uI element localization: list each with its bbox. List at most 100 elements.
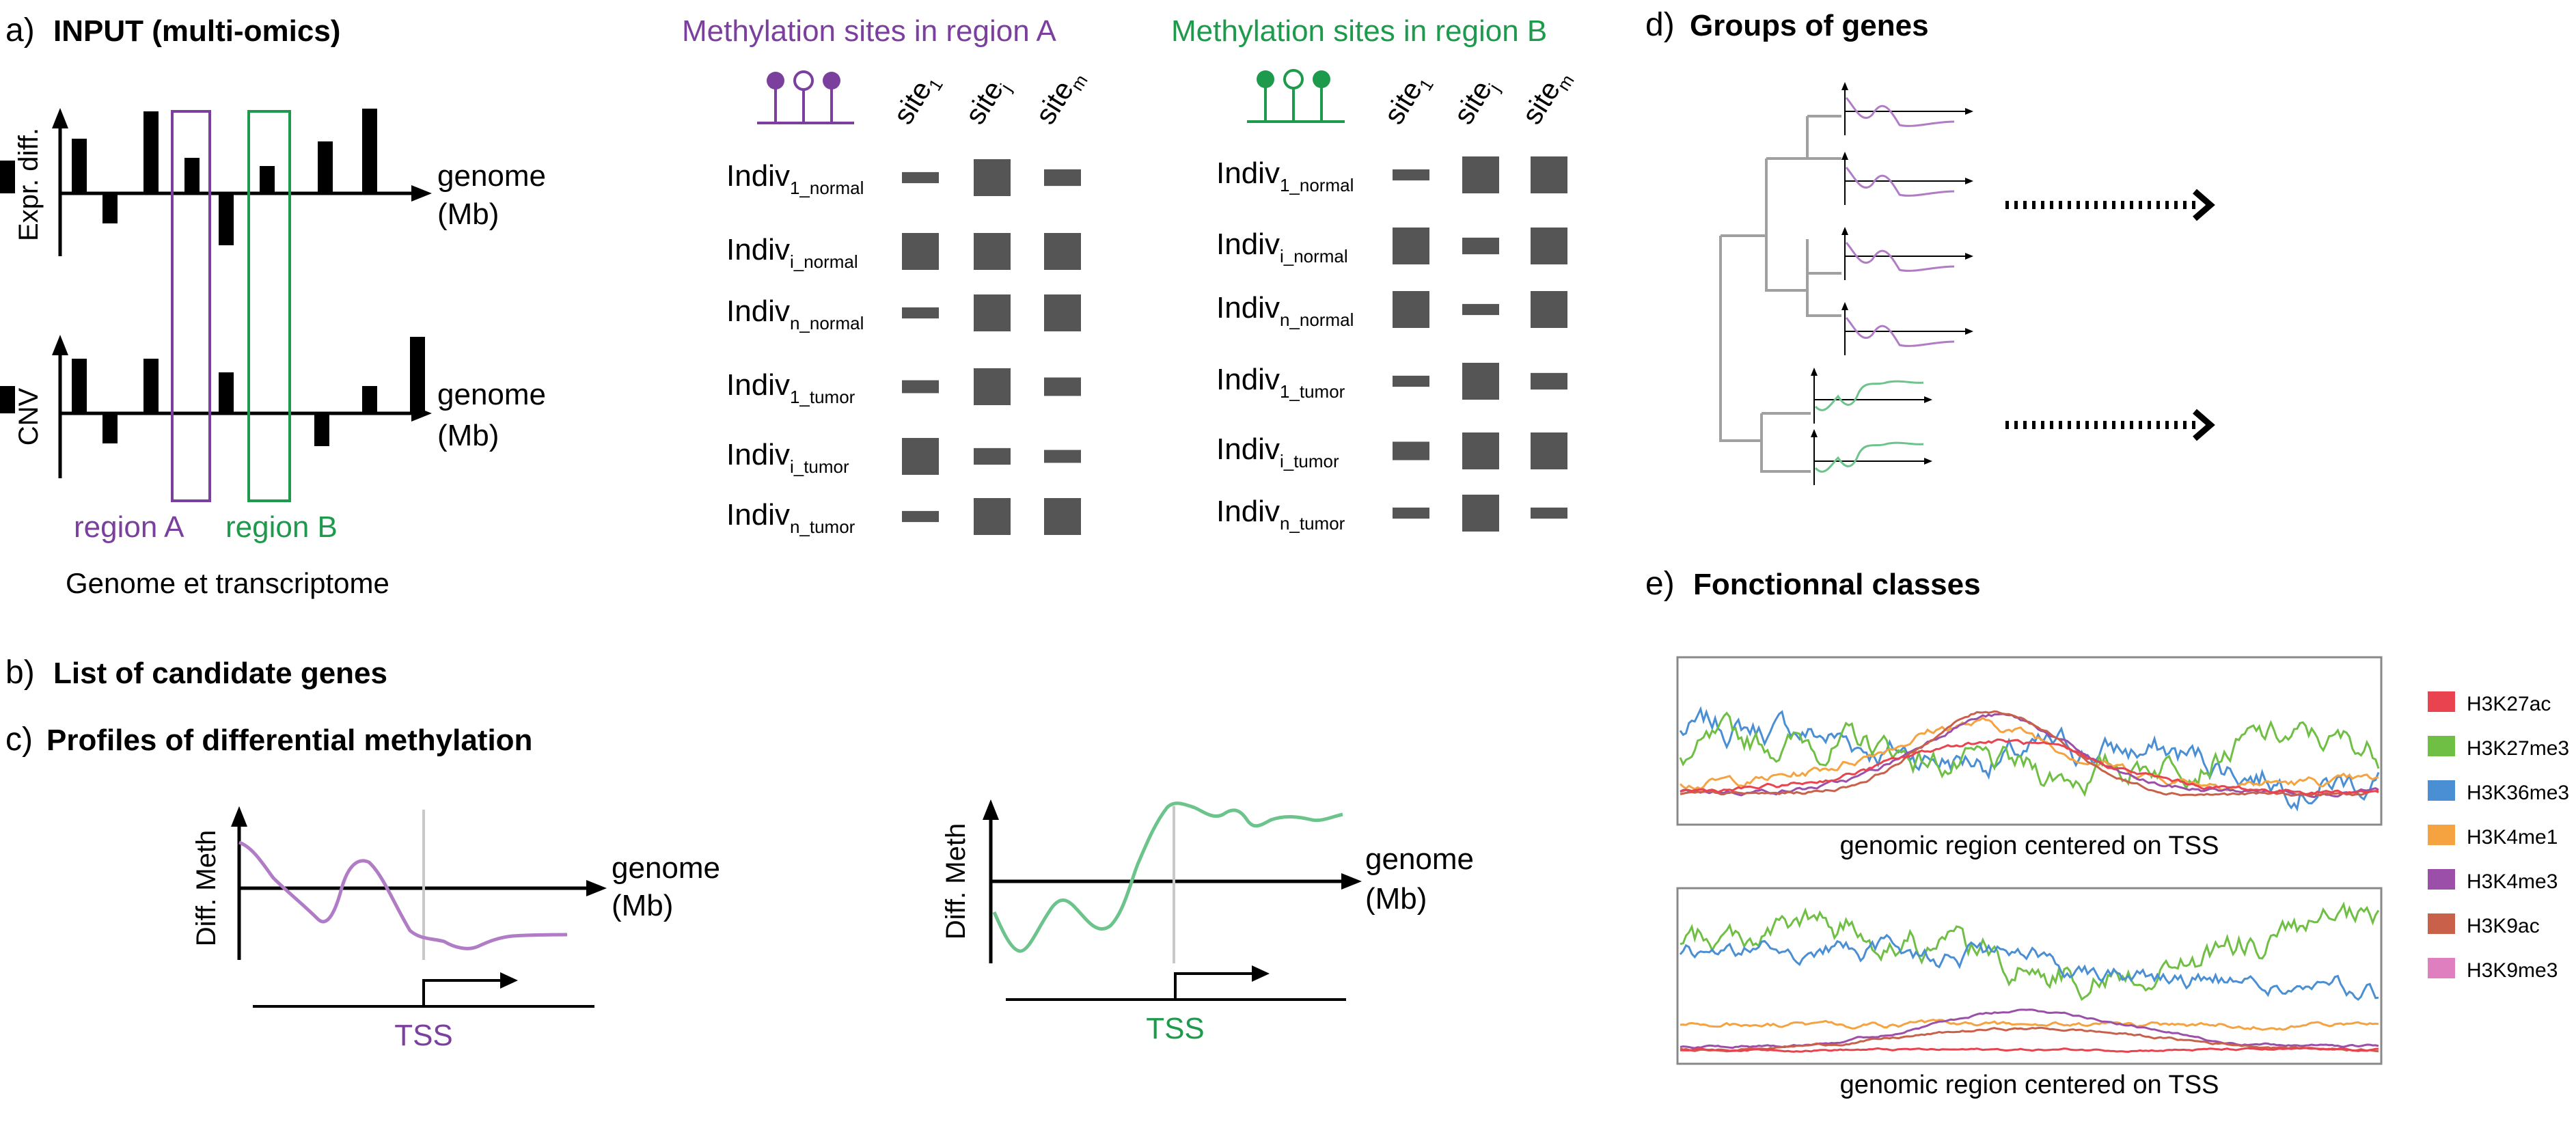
panel-c-title: Profiles of differential methylation: [46, 724, 532, 757]
site-label: sitem: [1516, 62, 1578, 132]
methylation-cell: [1462, 156, 1499, 193]
panel-e-letter: e): [1645, 566, 1675, 602]
cnv-bar: [314, 413, 329, 446]
legend-label: H3K9ac: [2467, 915, 2540, 937]
methylation-cell: [1531, 156, 1567, 193]
legend-swatch: [2428, 869, 2455, 890]
methylation-table-a: Methylation sites in region A site1 sitej…: [682, 14, 1092, 537]
methylation-cell: [1393, 169, 1429, 181]
panel-d: d) Groups of genes: [1645, 7, 2215, 485]
region-b-box: [247, 110, 291, 502]
histone-track: [1679, 933, 2379, 1001]
profile-b-tss-label: TSS: [1146, 1012, 1205, 1045]
lollipop-icon-a: [757, 70, 854, 124]
profile-a-genome-label: genome: [612, 851, 720, 885]
site-label: sitej: [1447, 72, 1504, 133]
histone-legend: H3K27ac H3K27me3 H3K36me3 H3K4me1 H3K4me3 H3K…: [2428, 691, 2569, 982]
row-label: Indivi_tumor: [1216, 432, 1339, 471]
cnv-genome-label: genome: [437, 378, 546, 411]
methylation-cell: [1531, 228, 1567, 264]
expr-x-axis-arrow: [411, 185, 432, 202]
methylation-cell: [902, 438, 939, 475]
methylation-b-grid: site1 sitej sitem Indiv1_normal Indivi_norma…: [1216, 62, 1578, 534]
profile-region-a: Diff. Meth genome (Mb) TSS: [191, 806, 720, 1052]
track-plot-2-xlabel: genomic region centered on TSS: [1840, 1071, 2219, 1099]
panel-a: a) INPUT (multi-omics) Expr. diff. genom…: [0, 12, 546, 599]
mini-curve-purple: [1845, 97, 1955, 127]
expr-bar: [0, 161, 15, 193]
legend-swatch: [2428, 913, 2455, 934]
expr-y-axis-arrow: [52, 108, 68, 128]
panel-c: c) Profiles of differential methylation …: [5, 721, 1474, 1052]
panel-e-title: Fonctionnal classes: [1693, 568, 1981, 601]
expr-bars: [0, 109, 377, 245]
panel-a-letter: a): [5, 12, 35, 49]
cnv-bars: [0, 337, 425, 446]
panel-b-letter: b): [5, 655, 35, 691]
methylation-cell: [974, 368, 1011, 405]
site-label: site1: [1378, 66, 1438, 132]
methylation-cell: [1531, 372, 1567, 390]
mini-curve-purple: [1845, 242, 1955, 272]
methylation-table-b: Methylation sites in region B site1 sitej…: [1171, 14, 1578, 534]
mini-curve-green: [1814, 441, 1924, 473]
cnv-bar: [362, 386, 377, 413]
expr-bar: [260, 166, 275, 193]
methylation-cell: [902, 307, 939, 319]
expr-bar: [219, 193, 234, 245]
mini-curve-green: [1814, 380, 1924, 411]
methylation-b-title: Methylation sites in region B: [1171, 14, 1547, 48]
methylation-cell: [1462, 495, 1499, 532]
profile-b-ylabel: Diff. Meth: [941, 823, 971, 939]
methylation-a-title: Methylation sites in region A: [682, 14, 1057, 48]
expr-genome-unit: (Mb): [437, 197, 499, 231]
methylation-cell: [1531, 432, 1567, 469]
methylation-cell: [1044, 294, 1081, 331]
legend-label: H3K4me3: [2467, 870, 2558, 893]
methylation-cell: [902, 233, 939, 270]
profile-a-tss-arrow: [422, 979, 506, 1006]
histone-track: [1680, 1026, 2379, 1053]
expr-bar: [362, 109, 377, 193]
methylation-cell: [1393, 291, 1429, 328]
legend-swatch: [2428, 780, 2455, 801]
site-label: site1: [887, 66, 947, 132]
profile-b-tss-arrow: [1174, 972, 1257, 1000]
cnv-bar: [143, 359, 159, 413]
row-label: Indivn_normal: [726, 294, 864, 333]
region-a-box: [171, 110, 211, 502]
track-plot-2: [1679, 901, 2380, 1054]
methylation-cell: [974, 233, 1011, 270]
row-label: Indiv1_normal: [726, 159, 864, 198]
methylation-cell: [1044, 498, 1081, 535]
track-plot-2-frame: [1676, 887, 2383, 1065]
region-b-label: region B: [225, 510, 338, 544]
expr-genome-label: genome: [437, 159, 546, 193]
row-label: Indivi_normal: [1216, 228, 1348, 266]
expr-bar: [102, 193, 118, 223]
cnv-bar: [0, 386, 15, 413]
panel-d-title: Groups of genes: [1690, 9, 1929, 42]
panel-c-letter: c): [5, 721, 33, 758]
methylation-cell: [1531, 507, 1567, 519]
profile-b-curve: [992, 801, 1343, 953]
histone-track: [1679, 711, 2380, 797]
track-plot-1-frame: [1676, 656, 2383, 826]
histone-track: [1679, 716, 2379, 792]
methylation-cell: [1462, 303, 1499, 316]
methylation-cell: [1044, 233, 1081, 270]
row-label: Indivn_normal: [1216, 291, 1354, 330]
profile-a-tss-label: TSS: [394, 1019, 453, 1052]
mini-curve-purple: [1845, 167, 1955, 197]
cnv-y-axis-arrow: [52, 335, 68, 355]
dendrogram: [1719, 115, 1841, 473]
methylation-cell: [974, 448, 1011, 465]
row-label: Indivi_normal: [726, 233, 858, 272]
mini-curve-purple: [1845, 317, 1955, 347]
methylation-cell: [1462, 237, 1499, 255]
panel-a-caption: Genome et transcriptome: [66, 567, 389, 599]
site-label: sitem: [1029, 62, 1092, 132]
legend-label: H3K9me3: [2467, 959, 2558, 982]
methylation-cell: [974, 498, 1011, 535]
region-a-label: region A: [74, 510, 184, 544]
